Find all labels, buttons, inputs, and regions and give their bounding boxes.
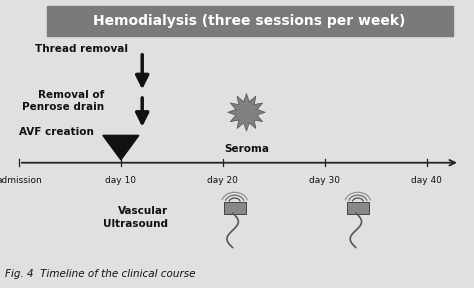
Text: Hemodialysis (three sessions per week): Hemodialysis (three sessions per week) <box>92 14 405 28</box>
Text: Removal of
Penrose drain: Removal of Penrose drain <box>22 90 104 112</box>
Text: day 40: day 40 <box>411 176 442 185</box>
FancyBboxPatch shape <box>347 202 369 214</box>
Polygon shape <box>103 135 139 160</box>
Text: Vascular
Ultrasound: Vascular Ultrasound <box>103 206 168 229</box>
Text: admission: admission <box>0 176 42 185</box>
Polygon shape <box>228 94 265 131</box>
Text: Thread removal: Thread removal <box>35 44 128 54</box>
Text: Seroma: Seroma <box>224 144 269 154</box>
Text: AVF creation: AVF creation <box>18 128 93 137</box>
Text: day 10: day 10 <box>105 176 137 185</box>
Text: day 20: day 20 <box>207 176 238 185</box>
FancyBboxPatch shape <box>47 6 453 36</box>
Text: Fig. 4  Timeline of the clinical course: Fig. 4 Timeline of the clinical course <box>5 269 195 279</box>
Text: day 30: day 30 <box>309 176 340 185</box>
FancyBboxPatch shape <box>224 202 246 214</box>
